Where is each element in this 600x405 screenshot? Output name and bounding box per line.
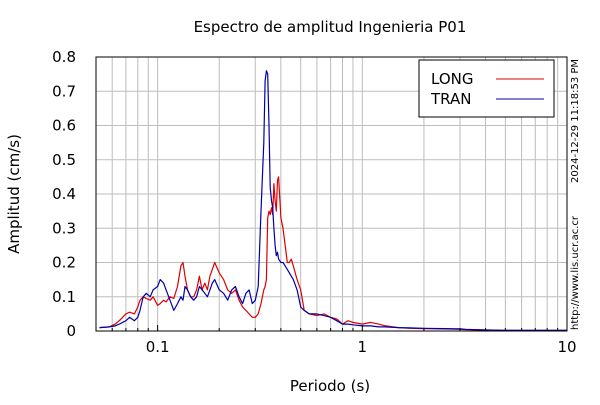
x-axis-label: Periodo (s) bbox=[290, 377, 370, 395]
y-tick-label: 0 bbox=[66, 322, 76, 340]
x-tick-label: 10 bbox=[557, 338, 576, 356]
source-url-text: http://www.lis.ucr.ac.cr bbox=[570, 215, 581, 330]
legend-label-long: LONG bbox=[431, 70, 473, 88]
plot-frame bbox=[95, 56, 568, 332]
y-tick-label: 0.1 bbox=[52, 288, 76, 306]
chart-title: Espectro de amplitud Ingenieria P01 bbox=[194, 18, 467, 36]
tick-layer: 0.1 1 10 0 0.1 0.2 0.3 0.4 0.5 0.6 0.7 0.8 bbox=[52, 48, 576, 356]
legend-label-tran: TRAN bbox=[430, 90, 471, 108]
legend-box bbox=[418, 59, 555, 118]
y-tick-label: 0.3 bbox=[52, 219, 76, 237]
series-layer bbox=[99, 70, 567, 331]
legend: LONG TRAN bbox=[418, 59, 555, 118]
x-tick-label: 1 bbox=[358, 338, 368, 356]
y-tick-label: 0.7 bbox=[52, 82, 76, 100]
y-tick-label: 0.5 bbox=[52, 151, 76, 169]
y-tick-label: 0.8 bbox=[52, 48, 76, 66]
y-tick-label: 0.4 bbox=[52, 185, 76, 203]
timestamp-text: 2024-12-29 11:18:53 PM bbox=[570, 59, 581, 183]
y-tick-label: 0.2 bbox=[52, 254, 76, 272]
series-line-long bbox=[99, 176, 567, 331]
x-tick-label: 0.1 bbox=[146, 338, 170, 356]
series-line-tran bbox=[99, 70, 567, 331]
y-tick-label: 0.6 bbox=[52, 117, 76, 135]
y-axis-label: Amplitud (cm/s) bbox=[5, 134, 23, 254]
